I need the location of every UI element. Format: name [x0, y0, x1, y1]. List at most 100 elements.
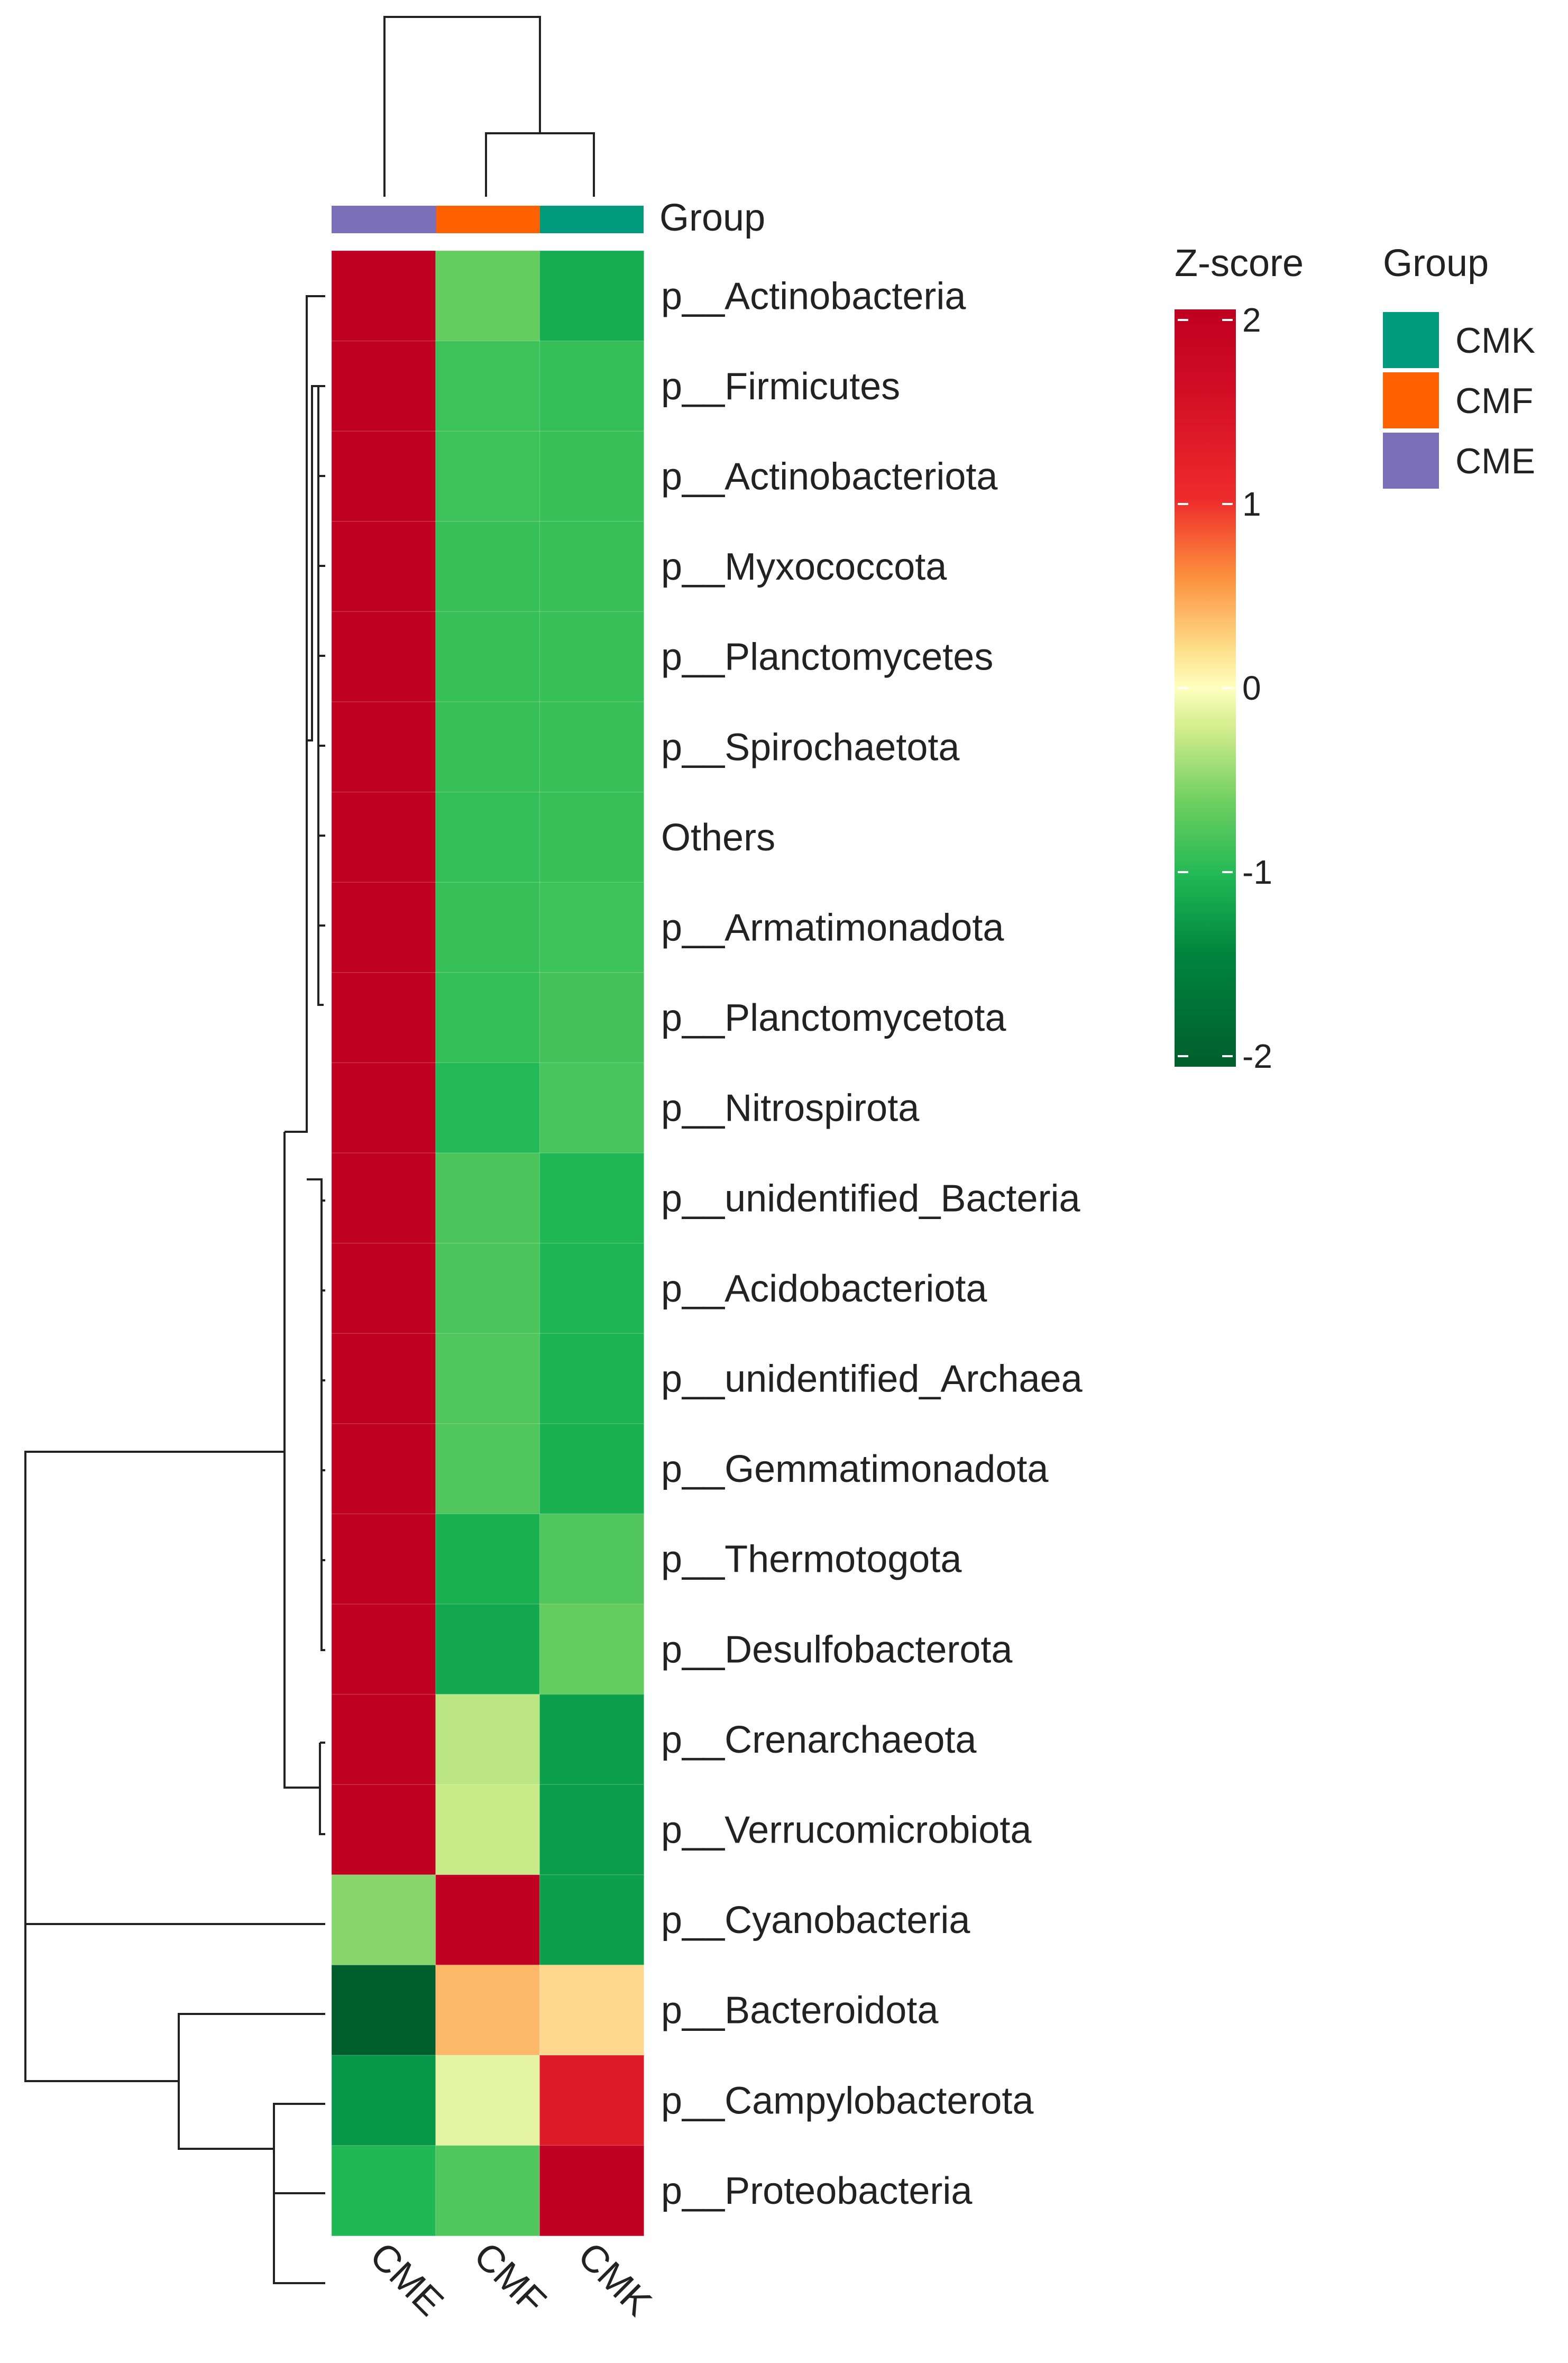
heatmap-cell-p-actinobacteriota-cmf [435, 431, 540, 523]
row-label: p__unidentified_Archaea [661, 1358, 1083, 1400]
row-label: p__Acidobacteriota [661, 1268, 987, 1310]
colorbar-tick-label: -1 [1242, 853, 1272, 891]
heatmap-cell-p-verrucomicrobiota-cme [331, 1784, 437, 1876]
heatmap-cell-p-armatimonadota-cmk [539, 882, 645, 974]
heatmap-cell-p-armatimonadota-cmf [435, 882, 540, 974]
heatmap-cell-p-unidentified-archaea-cmk [539, 1333, 645, 1425]
heatmap-cell-others-cme [331, 791, 437, 883]
row-dendrogram-pair-campylo-proteo [273, 2103, 325, 2193]
heatmap-cell-p-proteobacteria-cmf [435, 2145, 540, 2237]
annotation-cell-cmf [436, 206, 540, 233]
heatmap-cell-p-campylobacterota-cmk [539, 2055, 645, 2146]
legend-swatch-cme [1383, 433, 1439, 489]
heatmap-cell-p-verrucomicrobiota-cmf [435, 1784, 540, 1876]
heatmap-cell-p-firmicutes-cme [331, 340, 437, 432]
heatmap-cell-p-desulfobacterota-cmk [539, 1604, 645, 1695]
heatmap-cell-p-thermotogota-cmk [539, 1513, 645, 1605]
heatmap-cell-p-planctomycetes-cmf [435, 611, 540, 703]
group-legend-title: Group [1383, 242, 1489, 285]
heatmap-cell-p-spirochaetota-cme [331, 701, 437, 793]
heatmap-cell-p-bacteroidota-cmf [435, 1964, 540, 2056]
heatmap-cell-p-actinobacteriota-cme [331, 431, 437, 523]
heatmap-cell-p-crenarchaeota-cme [331, 1693, 437, 1785]
heatmap-cell-p-campylobacterota-cme [331, 2055, 437, 2146]
row-label: p__Campylobacterota [661, 2080, 1034, 2122]
group-legend: CMK CMF CME [1383, 312, 1535, 489]
heatmap-cell-p-cyanobacteria-cmf [435, 1874, 540, 1966]
heatmap-cell-p-actinobacteria-cmf [435, 250, 540, 342]
heatmap-cell-p-myxococcota-cmf [435, 521, 540, 612]
row-dendrogram-main-split [283, 1132, 320, 1789]
legend-label-cmk: CMK [1455, 320, 1535, 361]
heatmap-cell-p-campylobacterota-cmf [435, 2055, 540, 2146]
heatmap-cell-p-proteobacteria-cme [331, 2145, 437, 2237]
annotation-cell-cme [332, 206, 436, 233]
row-label: p__Planctomycetes [661, 636, 993, 679]
heatmap-cell-p-acidobacteriota-cmf [435, 1242, 540, 1334]
heatmap-cells [331, 250, 645, 2237]
heatmap-cell-p-spirochaetota-cmk [539, 701, 645, 793]
heatmap-cell-p-desulfobacterota-cme [331, 1604, 437, 1695]
group-annotation-bar [332, 206, 644, 233]
row-label: p__Firmicutes [661, 365, 900, 408]
heatmap-cell-p-unidentified-archaea-cmf [435, 1333, 540, 1425]
heatmap-cell-p-proteobacteria-cmk [539, 2145, 645, 2237]
row-label: p__Bacteroidota [661, 1990, 939, 2032]
heatmap-cell-p-planctomycetes-cmk [539, 611, 645, 703]
heatmap-cell-p-acidobacteriota-cmk [539, 1242, 645, 1334]
heatmap-cell-p-cyanobacteria-cmk [539, 1874, 645, 1966]
heatmap-cell-p-gemmatimonadota-cmk [539, 1423, 645, 1515]
heatmap-cell-p-verrucomicrobiota-cmk [539, 1784, 645, 1876]
heatmap-cell-p-planctomycetota-cmf [435, 972, 540, 1064]
row-label: p__Nitrospirota [661, 1087, 920, 1130]
column-dendrogram-branch-root [383, 16, 541, 197]
row-label: p__Actinobacteriota [661, 456, 998, 498]
heatmap-cell-p-spirochaetota-cmf [435, 701, 540, 793]
heatmap-cell-p-nitrospirota-cmk [539, 1062, 645, 1154]
colorbar-tick-label: 1 [1242, 485, 1261, 523]
heatmap-cell-p-actinobacteria-cme [331, 250, 437, 342]
heatmap-cell-p-thermotogota-cme [331, 1513, 437, 1605]
legend-label-cmf: CMF [1455, 381, 1533, 421]
heatmap-cell-p-unidentified-bacteria-cmf [435, 1152, 540, 1244]
row-label: p__Verrucomicrobiota [661, 1809, 1032, 1852]
colorbar-tick-label: -2 [1242, 1037, 1272, 1075]
heatmap-cell-p-armatimonadota-cme [331, 882, 437, 974]
heatmap-cell-p-gemmatimonadota-cmf [435, 1423, 540, 1515]
row-label: p__Desulfobacterota [661, 1628, 1013, 1671]
heatmap-cell-p-actinobacteria-cmk [539, 250, 645, 342]
row-dendrogram-upper-leaves [316, 295, 325, 927]
heatmap-cell-p-cyanobacteria-cme [331, 1874, 437, 1966]
heatmap-cell-p-thermotogota-cmf [435, 1513, 540, 1605]
heatmap-cell-p-firmicutes-cmk [539, 340, 645, 432]
heatmap-cell-p-myxococcota-cmk [539, 521, 645, 612]
row-label: p__unidentified_Bacteria [661, 1177, 1081, 1220]
row-label: p__Actinobacteria [661, 275, 966, 317]
row-dendrogram-pair-bacteroidota-cluster [273, 2192, 325, 2284]
heatmap-cell-p-actinobacteriota-cmk [539, 431, 645, 523]
row-dendrogram-upper-block [307, 385, 324, 1006]
heatmap-cell-p-nitrospirota-cme [331, 1062, 437, 1154]
heatmap-cell-p-bacteroidota-cmk [539, 1964, 645, 2056]
heatmap-cell-p-acidobacteriota-cme [331, 1242, 437, 1334]
row-label: Others [661, 817, 775, 859]
legend-swatch-cmk [1383, 312, 1439, 368]
row-label: p__Armatimonadota [661, 907, 1004, 949]
heatmap-cell-p-crenarchaeota-cmk [539, 1693, 645, 1785]
row-label: p__Crenarchaeota [661, 1719, 977, 1761]
row-label: p__Spirochaetota [661, 726, 960, 768]
row-labels: p__Actinobacteria p__Firmicutes p__Actinob… [661, 275, 1083, 2212]
colorbar-title: Z-score [1175, 242, 1304, 285]
colorbar-tick-label: 0 [1242, 669, 1261, 707]
row-label: p__Proteobacteria [661, 2170, 973, 2212]
heatmap-cell-p-unidentified-archaea-cme [331, 1333, 437, 1425]
colorbar-ticks: 2 1 0 -1 -2 [1178, 301, 1272, 1075]
heatmap-cell-p-desulfobacterota-cmf [435, 1604, 540, 1695]
legend-swatch-cmf [1383, 372, 1439, 428]
heatmap-cell-p-firmicutes-cmf [435, 340, 540, 432]
row-label: p__Thermotogota [661, 1538, 962, 1581]
heatmap-cell-others-cmk [539, 791, 645, 883]
column-dendrogram [383, 16, 595, 197]
